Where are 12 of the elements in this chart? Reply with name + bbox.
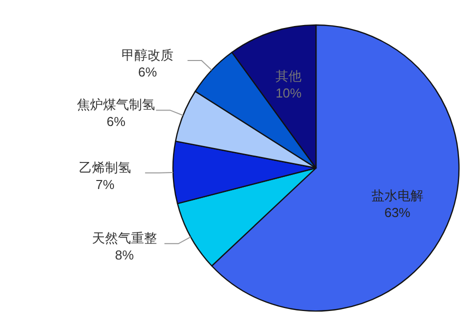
slice-label: 盐水电解	[371, 188, 424, 204]
data-label: 8%	[115, 248, 134, 263]
data-label: 63%	[384, 205, 411, 220]
slice-label: 其他	[276, 68, 302, 84]
slice-label: 乙烯制氢	[79, 160, 132, 175]
data-label: 7%	[96, 176, 115, 192]
slice-label: 甲醇改质	[122, 48, 174, 63]
slice-label: 焦炉煤气制氢	[77, 97, 156, 112]
data-label: 6%	[106, 114, 126, 130]
data-label: 6%	[138, 64, 158, 80]
data-label: 10%	[276, 86, 302, 101]
slice-label: 天然气重整	[92, 230, 157, 246]
